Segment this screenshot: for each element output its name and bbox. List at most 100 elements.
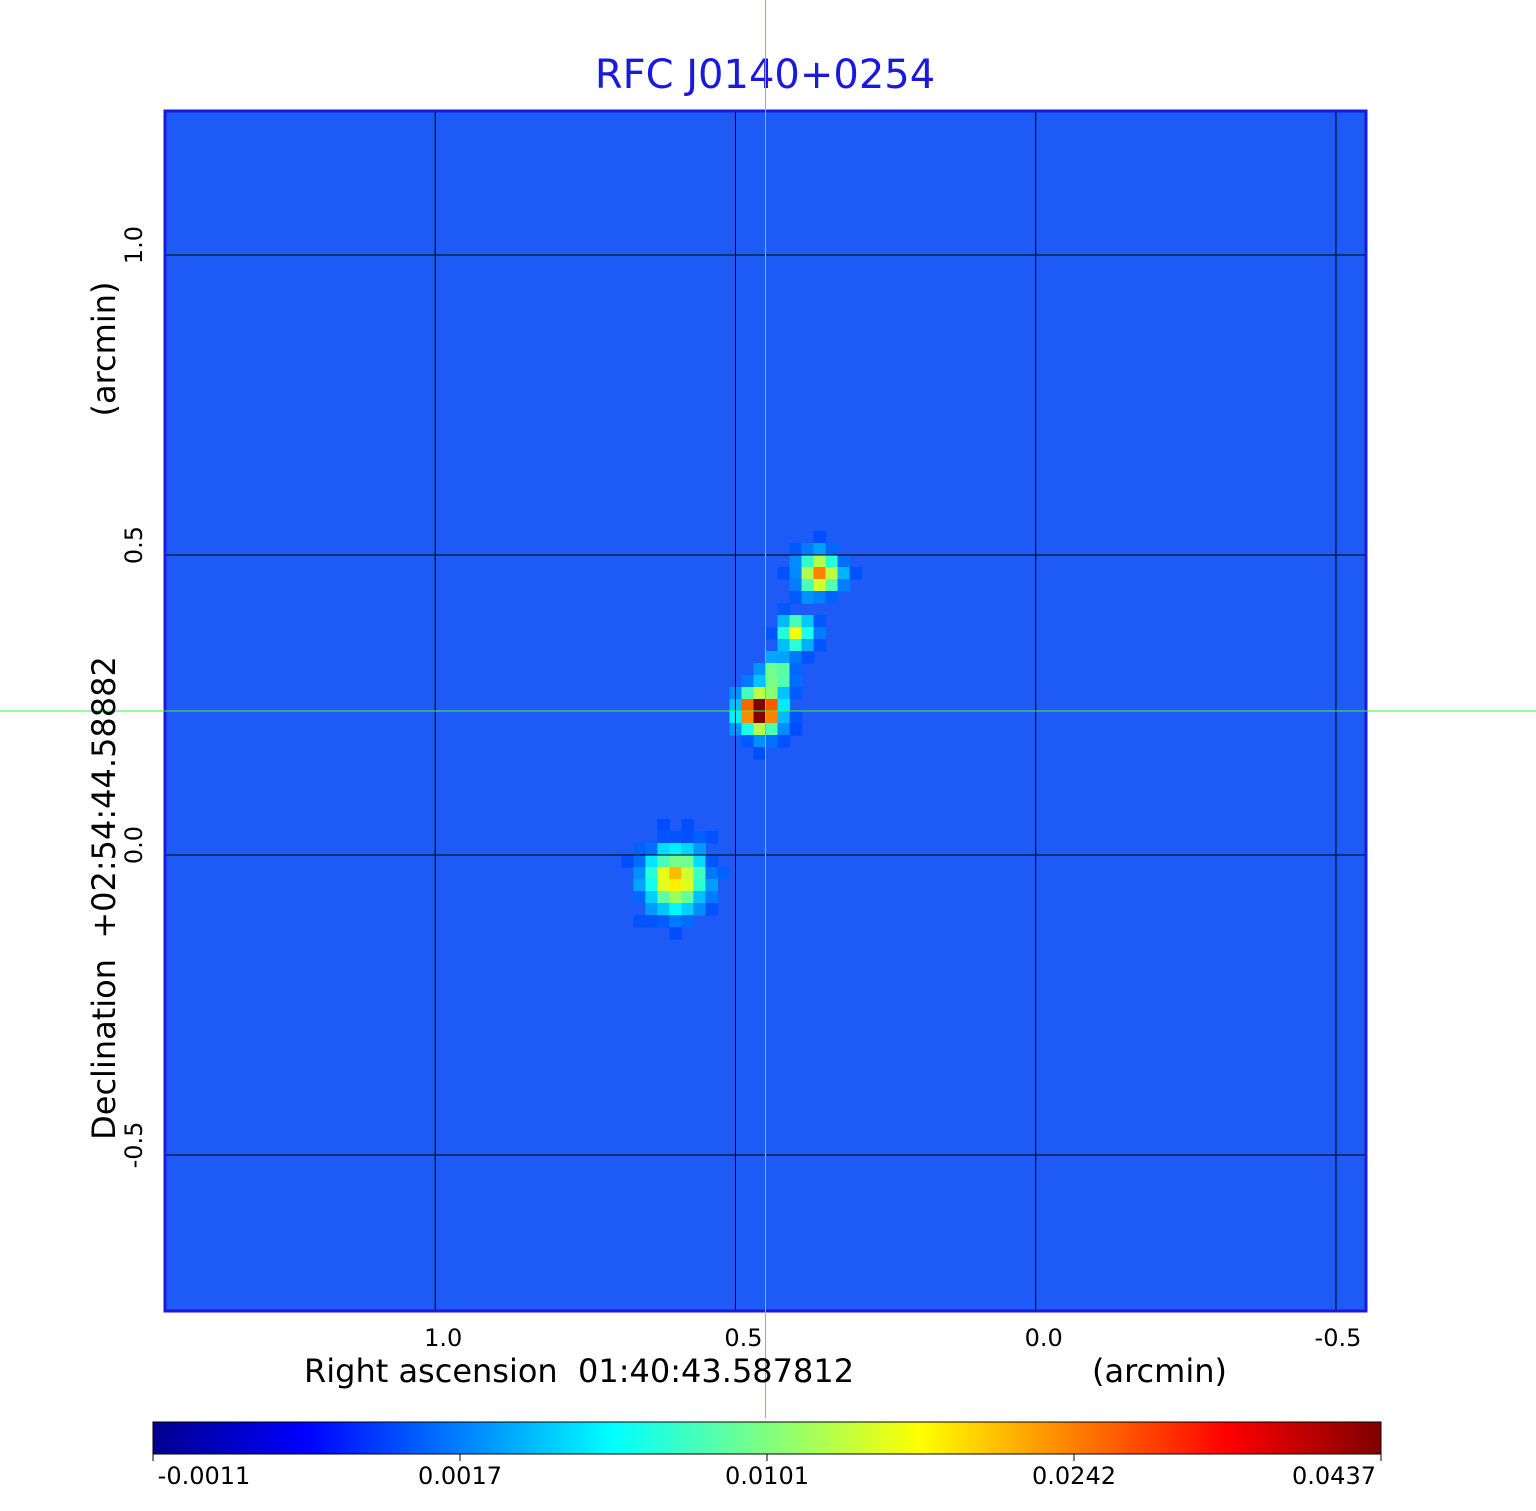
- image-pixel: [741, 711, 755, 724]
- image-pixel: [789, 723, 803, 736]
- image-pixel: [681, 855, 695, 868]
- image-pixel: [657, 867, 671, 880]
- image-pixel: [705, 891, 719, 904]
- image-pixel: [645, 867, 659, 880]
- image-pixel: [837, 567, 851, 580]
- image-pixel: [681, 891, 695, 904]
- image-pixel: [753, 699, 767, 712]
- colorbar-tick-label: 0.0017: [418, 1462, 502, 1490]
- image-pixel: [801, 591, 815, 604]
- image-pixel: [813, 567, 827, 580]
- image-pixel: [669, 867, 683, 880]
- image-pixel: [657, 903, 671, 916]
- x-tick-label: 0.5: [724, 1324, 763, 1352]
- image-pixel: [789, 615, 803, 628]
- image-pixel: [681, 843, 695, 856]
- image-pixel: [633, 879, 646, 892]
- image-pixel: [813, 555, 827, 568]
- image-pixel: [633, 891, 646, 904]
- image-pixel: [693, 831, 707, 844]
- image-pixel: [789, 591, 803, 604]
- image-pixel: [621, 855, 634, 868]
- image-pixel: [813, 543, 827, 556]
- image-pixel: [801, 543, 815, 556]
- image-pixel: [813, 627, 827, 640]
- image-pixel: [789, 663, 803, 676]
- image-pixel: [741, 675, 755, 688]
- image-pixel: [681, 903, 695, 916]
- image-pixel: [825, 555, 839, 568]
- image-pixel: [789, 627, 803, 640]
- image-pixel: [789, 555, 803, 568]
- image-pixel: [837, 579, 851, 592]
- image-pixel: [717, 867, 731, 880]
- image-pixel: [705, 831, 719, 844]
- image-pixel: [753, 687, 767, 700]
- image-pixel: [633, 855, 646, 868]
- image-pixel: [645, 891, 659, 904]
- colorbar: [152, 1421, 1382, 1455]
- image-pixel: [633, 867, 646, 880]
- image-pixel: [705, 867, 719, 880]
- image-pixel: [657, 831, 671, 844]
- image-pixel: [765, 627, 779, 640]
- image-pixel: [813, 639, 827, 652]
- image-pixel: [693, 879, 707, 892]
- image-pixel: [801, 627, 815, 640]
- image-pixel: [765, 651, 779, 664]
- image-pixel: [669, 927, 683, 940]
- image-pixel: [765, 687, 779, 700]
- image-pixel: [825, 591, 839, 604]
- image-pixel: [705, 879, 719, 892]
- image-pixel: [705, 903, 719, 916]
- image-pixel: [741, 699, 755, 712]
- image-pixel: [765, 711, 779, 724]
- image-pixel: [657, 879, 671, 892]
- image-pixel: [645, 903, 659, 916]
- image-pixel: [777, 723, 791, 736]
- image-pixel: [777, 735, 791, 748]
- image-pixel: [801, 579, 815, 592]
- image-pixel: [801, 555, 815, 568]
- image-pixel: [645, 843, 659, 856]
- x-tick-label: -0.5: [1314, 1324, 1362, 1352]
- image-pixel: [657, 819, 671, 832]
- y-axis-unit: (arcmin): [85, 281, 123, 417]
- chart-title: RFC J0140+0254: [594, 52, 936, 98]
- image-pixel: [657, 915, 671, 928]
- image-pixel: [813, 531, 827, 544]
- image-pixel: [645, 855, 659, 868]
- image-pixel: [681, 915, 695, 928]
- image-pixel: [669, 831, 683, 844]
- image-pixel: [681, 879, 695, 892]
- image-pixel: [789, 567, 803, 580]
- image-pixel: [669, 915, 683, 928]
- image-pixel: [801, 567, 815, 580]
- x-tick-label: 1.0: [424, 1324, 463, 1352]
- image-pixel: [765, 675, 779, 688]
- image-pixel: [789, 651, 803, 664]
- image-pixel: [681, 831, 695, 844]
- image-pixel: [789, 675, 803, 688]
- image-pixel: [789, 711, 803, 724]
- image-pixel: [789, 579, 803, 592]
- image-pixel: [693, 903, 707, 916]
- image-pixel: [741, 687, 755, 700]
- colorbar-tick-label: 0.0437: [1292, 1462, 1376, 1490]
- image-pixel: [777, 687, 791, 700]
- y-tick-label: 0.0: [120, 825, 148, 865]
- image-pixel: [813, 615, 827, 628]
- image-pixel: [765, 723, 779, 736]
- image-pixel: [789, 639, 803, 652]
- image-pixel: [657, 843, 671, 856]
- image-pixel: [705, 855, 719, 868]
- image-pixel: [813, 591, 827, 604]
- x-axis-label: Right ascension 01:40:43.587812: [304, 1352, 855, 1390]
- image-pixel: [681, 819, 695, 832]
- image-pixel: [777, 651, 791, 664]
- image-pixel: [753, 663, 767, 676]
- image-pixel: [777, 567, 791, 580]
- image-pixel: [753, 735, 767, 748]
